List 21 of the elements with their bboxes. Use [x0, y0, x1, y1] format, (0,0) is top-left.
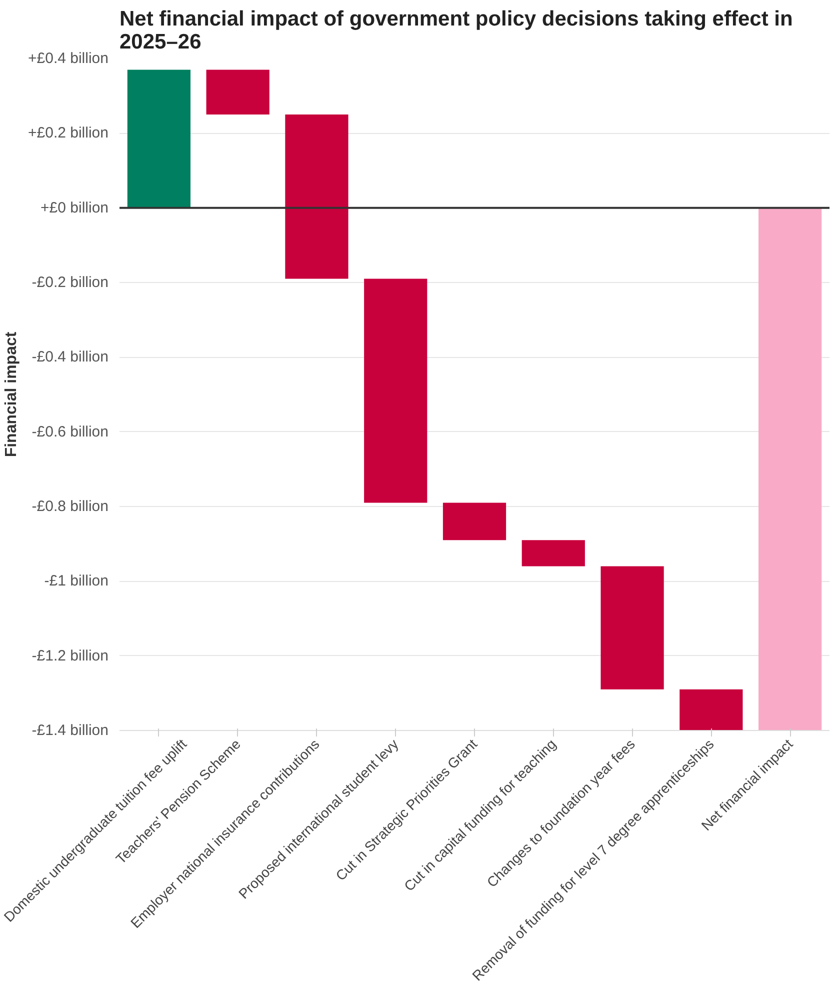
- y-tick-label: -£0.4 billion: [32, 348, 109, 366]
- bar: [680, 689, 743, 730]
- y-tick-label: -£0.6 billion: [32, 423, 109, 440]
- y-tick-label: -£1.2 billion: [32, 647, 109, 664]
- bar: [364, 278, 428, 503]
- y-tick-label: -£1 billion: [44, 572, 109, 590]
- bar: [285, 114, 348, 279]
- bar: [522, 540, 585, 566]
- bar: [442, 502, 506, 540]
- bar: [758, 208, 822, 730]
- y-tick-label: -£0.8 billion: [32, 498, 109, 515]
- y-tick-label: -£0.2 billion: [32, 274, 109, 291]
- y-axis-title: Financial impact: [3, 331, 20, 458]
- bar: [600, 566, 664, 690]
- y-tick-label: +£0.4 billion: [28, 50, 109, 67]
- y-tick-label: +£0.2 billion: [28, 124, 109, 142]
- y-tick-label: -£1.4 billion: [32, 722, 109, 739]
- chart-title: Net financial impact of government policy decisions taking effect in 2025–26: [120, 8, 793, 54]
- bar: [127, 70, 190, 208]
- bar: [206, 70, 270, 114]
- y-tick-label: +£0 billion: [40, 199, 108, 216]
